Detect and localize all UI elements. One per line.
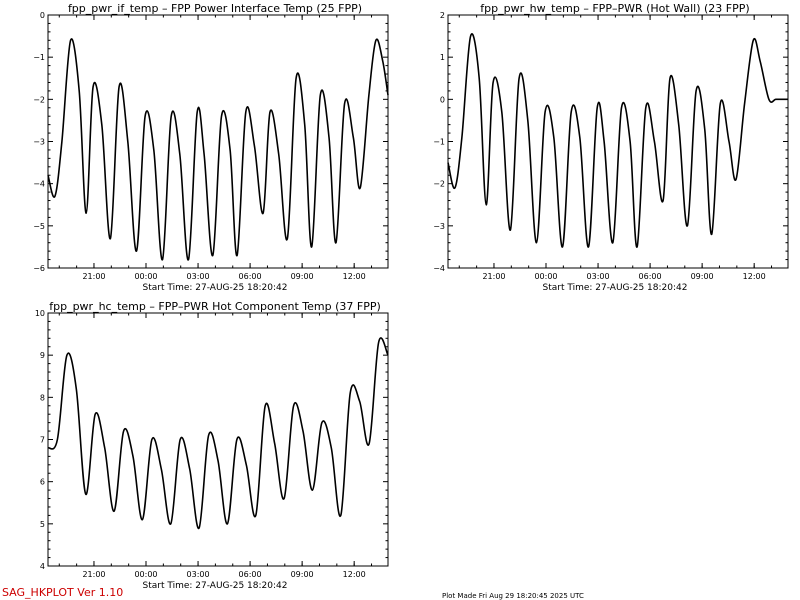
plot-svg: 10 9 8 7 6 5 4 21:00 00:00 03:00 06:00 09:00 12:00 bbox=[35, 309, 389, 579]
y-tick-label: 0 bbox=[40, 11, 45, 20]
y-tick-label: −6 bbox=[33, 264, 45, 273]
y-tick-label: −1 bbox=[33, 53, 45, 62]
y-tick-label: −1 bbox=[433, 138, 445, 147]
y-tick-label: 5 bbox=[40, 520, 45, 529]
plot-svg: 2 1 0 −1 −2 −3 −4 21:00 00:00 03:00 06:00 09:00 12:0… bbox=[433, 11, 789, 281]
chart-title: fpp_pwr_hw_temp – FPP–PWR (Hot Wall) (23… bbox=[480, 2, 750, 15]
x-tick-label: 12:00 bbox=[743, 272, 766, 281]
y-tick-label: −4 bbox=[433, 264, 445, 273]
x-tick-label: 09:00 bbox=[291, 272, 314, 281]
y-tick-label: 8 bbox=[40, 393, 45, 402]
y-tick-label: −4 bbox=[33, 180, 45, 189]
y-tick-label: −3 bbox=[33, 138, 45, 147]
y-tick-label: 9 bbox=[40, 351, 45, 360]
chart-title: fpp_pwr_if_temp – FPP Power Interface Te… bbox=[67, 2, 363, 15]
y-tick-label: 10 bbox=[35, 309, 45, 318]
x-tick-label: 21:00 bbox=[82, 272, 105, 281]
chart-panel-hw-temp: fpp_pwr_hw_temp – FPP–PWR (Hot Wall) (23… bbox=[433, 2, 790, 296]
start-time-label: Start Time: 27-AUG-25 18:20:42 bbox=[142, 581, 288, 591]
y-tick-label: −3 bbox=[433, 222, 445, 231]
y-tick-label: −2 bbox=[433, 180, 445, 189]
series-line bbox=[47, 337, 389, 529]
program-version-label: SAG_HKPLOT Ver 1.10 bbox=[2, 586, 124, 599]
x-tick-label: 12:00 bbox=[343, 272, 366, 281]
x-tick-label: 21:00 bbox=[482, 272, 505, 281]
x-tick-label: 12:00 bbox=[343, 570, 366, 579]
chart-panel-hc-temp: fpp_pwr_hc_temp – FPP–PWR Hot Component … bbox=[35, 300, 390, 594]
y-tick-label: 6 bbox=[40, 478, 45, 487]
series-line bbox=[447, 33, 788, 248]
x-tick-label: 06:00 bbox=[239, 272, 262, 281]
y-tick-label: 2 bbox=[440, 11, 445, 20]
plot-frame bbox=[47, 312, 389, 567]
start-time-label: Start Time: 27-AUG-25 18:20:42 bbox=[142, 283, 288, 293]
y-tick-label: 4 bbox=[40, 562, 45, 571]
x-tick-label: 06:00 bbox=[239, 570, 262, 579]
y-tick-label: 0 bbox=[440, 95, 445, 104]
x-tick-label: 09:00 bbox=[691, 272, 714, 281]
chart-title: fpp_pwr_hc_temp – FPP–PWR Hot Component … bbox=[49, 300, 381, 313]
x-tick-label: 00:00 bbox=[134, 272, 157, 281]
x-tick-label: 00:00 bbox=[534, 272, 557, 281]
x-tick-label: 03:00 bbox=[187, 272, 210, 281]
series-line bbox=[47, 38, 389, 261]
y-tick-label: 1 bbox=[440, 53, 445, 62]
plot-svg: 0 −1 −2 −3 −4 −5 −6 21:00 00:00 03:00 06:00 09:00 12… bbox=[33, 11, 389, 281]
y-tick-label: −2 bbox=[33, 95, 45, 104]
plot-frame bbox=[447, 14, 789, 269]
x-tick-label: 03:00 bbox=[187, 570, 210, 579]
x-tick-label: 06:00 bbox=[639, 272, 662, 281]
chart-panel-if-temp: fpp_pwr_if_temp – FPP Power Interface Te… bbox=[33, 2, 390, 296]
start-time-label: Start Time: 27-AUG-25 18:20:42 bbox=[542, 283, 688, 293]
y-tick-label: 7 bbox=[40, 436, 45, 445]
x-tick-label: 21:00 bbox=[82, 570, 105, 579]
x-tick-label: 03:00 bbox=[587, 272, 610, 281]
plot-made-timestamp: Plot Made Fri Aug 29 18:20:45 2025 UTC bbox=[442, 592, 584, 600]
x-tick-label: 09:00 bbox=[291, 570, 314, 579]
x-tick-label: 00:00 bbox=[134, 570, 157, 579]
y-tick-label: −5 bbox=[33, 222, 45, 231]
